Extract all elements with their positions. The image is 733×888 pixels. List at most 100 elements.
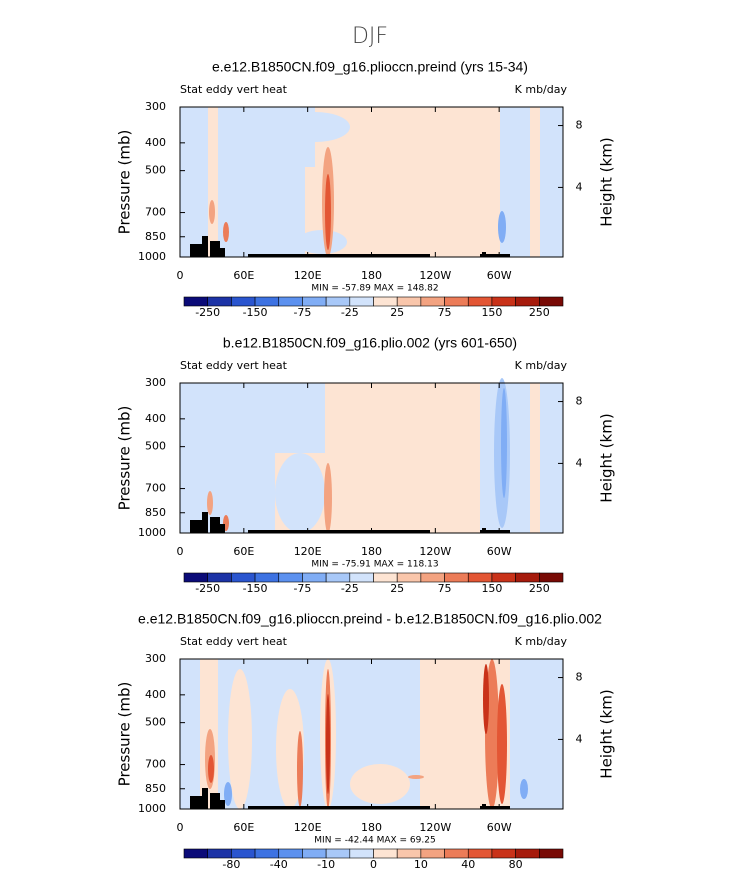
- topography: [210, 517, 220, 533]
- x-tick-label: 120W: [419, 821, 451, 834]
- colorbar-box: [420, 848, 445, 859]
- y2-axis-label: Height (km): [598, 137, 616, 226]
- colorbar-box: [231, 572, 256, 583]
- y2-axis-label: Height (km): [598, 413, 616, 502]
- y2-tick-label: 8: [576, 395, 583, 408]
- right-label: K mb/day: [515, 83, 568, 96]
- left-label: Stat eddy vert heat: [180, 359, 288, 372]
- field-region: [224, 782, 232, 806]
- y2-tick-label: 4: [576, 180, 583, 193]
- colorbar-box: [183, 296, 208, 307]
- x-tick-label: 60W: [487, 269, 512, 282]
- y-axis-label: Pressure (mb): [116, 682, 134, 787]
- field-region: [207, 491, 213, 515]
- colorbar-box: [183, 572, 208, 583]
- x-tick-label: 0: [177, 545, 184, 558]
- colorbar-label: -250: [195, 582, 220, 595]
- topography: [210, 241, 220, 257]
- topography: [480, 254, 510, 257]
- colorbar-box: [515, 848, 540, 859]
- field-region: [540, 383, 563, 533]
- colorbar-label: 150: [481, 582, 502, 595]
- x-tick-label: 60W: [487, 545, 512, 558]
- y-tick-label: 300: [145, 376, 166, 389]
- colorbar-box: [396, 572, 422, 583]
- topography: [220, 800, 225, 809]
- colorbar-box: [444, 296, 469, 307]
- panel-title: e.e12.B1850CN.f09_g16.plioccn.preind - b…: [138, 611, 602, 627]
- y2-tick-label: 4: [576, 456, 583, 469]
- y2-tick-label: 8: [576, 671, 583, 684]
- field-region: [408, 775, 424, 779]
- y-tick-label: 400: [145, 688, 166, 701]
- colorbar-box: [254, 572, 280, 583]
- colorbar-box: [231, 848, 256, 859]
- topography: [220, 248, 225, 257]
- x-tick-label: 120E: [294, 269, 322, 282]
- y-tick-label: 700: [145, 206, 166, 219]
- colorbar-label: -75: [293, 582, 311, 595]
- x-tick-label: 120W: [419, 269, 451, 282]
- colorbar-box: [515, 572, 540, 583]
- topography: [202, 788, 208, 809]
- x-tick-label: 180: [361, 821, 382, 834]
- field-region: [501, 388, 507, 498]
- y-tick-label: 850: [145, 782, 166, 795]
- colorbar-box: [302, 296, 327, 307]
- colorbar-label: -25: [341, 582, 359, 595]
- x-tick-label: 0: [177, 269, 184, 282]
- x-tick-label: 60E: [233, 269, 254, 282]
- y-tick-label: 1000: [138, 526, 166, 539]
- field-region: [276, 689, 304, 809]
- field-region: [275, 383, 325, 453]
- y2-tick-label: 8: [576, 119, 583, 132]
- colorbar-box: [349, 296, 374, 307]
- colorbar-box: [491, 296, 516, 307]
- x-tick-label: 60W: [487, 821, 512, 834]
- topography: [202, 236, 208, 257]
- field-region: [297, 731, 303, 807]
- topography: [190, 796, 202, 809]
- colorbar-label: 40: [461, 858, 475, 871]
- x-tick-label: 60E: [233, 821, 254, 834]
- colorbar-box: [467, 296, 493, 307]
- y-tick-label: 1000: [138, 250, 166, 263]
- colorbar-box: [467, 572, 493, 583]
- y2-tick-label: 4: [576, 732, 583, 745]
- colorbar-label: 75: [438, 306, 452, 319]
- colorbar-label: -150: [243, 306, 268, 319]
- y-tick-label: 300: [145, 100, 166, 113]
- colorbar-box: [491, 848, 516, 859]
- colorbar-box: [207, 572, 232, 583]
- colorbar-box: [420, 572, 445, 583]
- field-region: [280, 112, 350, 142]
- colorbar-label: 250: [529, 306, 550, 319]
- left-label: Stat eddy vert heat: [180, 635, 288, 648]
- colorbar-box: [278, 848, 303, 859]
- colorbar-box: [278, 296, 303, 307]
- colorbar-label: -75: [293, 306, 311, 319]
- topography: [190, 520, 202, 533]
- min-max: MIN = -42.44 MAX = 69.25: [314, 836, 435, 846]
- y-axis-label: Pressure (mb): [116, 406, 134, 511]
- topography: [220, 524, 225, 533]
- panel-title: b.e12.B1850CN.f09_g16.plio.002 (yrs 601-…: [223, 335, 517, 351]
- y-tick-label: 400: [145, 412, 166, 425]
- colorbar-box: [539, 572, 564, 583]
- topography: [202, 512, 208, 533]
- figure-title: DJF: [352, 24, 388, 49]
- y-tick-label: 1000: [138, 802, 166, 815]
- colorbar-label: 0: [370, 858, 377, 871]
- colorbar-box: [302, 848, 327, 859]
- field-region: [228, 669, 252, 809]
- field-region: [324, 463, 332, 533]
- y2-axis-label: Height (km): [598, 689, 616, 778]
- colorbar-box: [444, 848, 469, 859]
- field-region: [220, 167, 260, 257]
- x-tick-label: 180: [361, 269, 382, 282]
- colorbar-box: [373, 848, 398, 859]
- colorbar-box: [539, 296, 564, 307]
- topography: [248, 254, 430, 257]
- y-tick-label: 500: [145, 716, 166, 729]
